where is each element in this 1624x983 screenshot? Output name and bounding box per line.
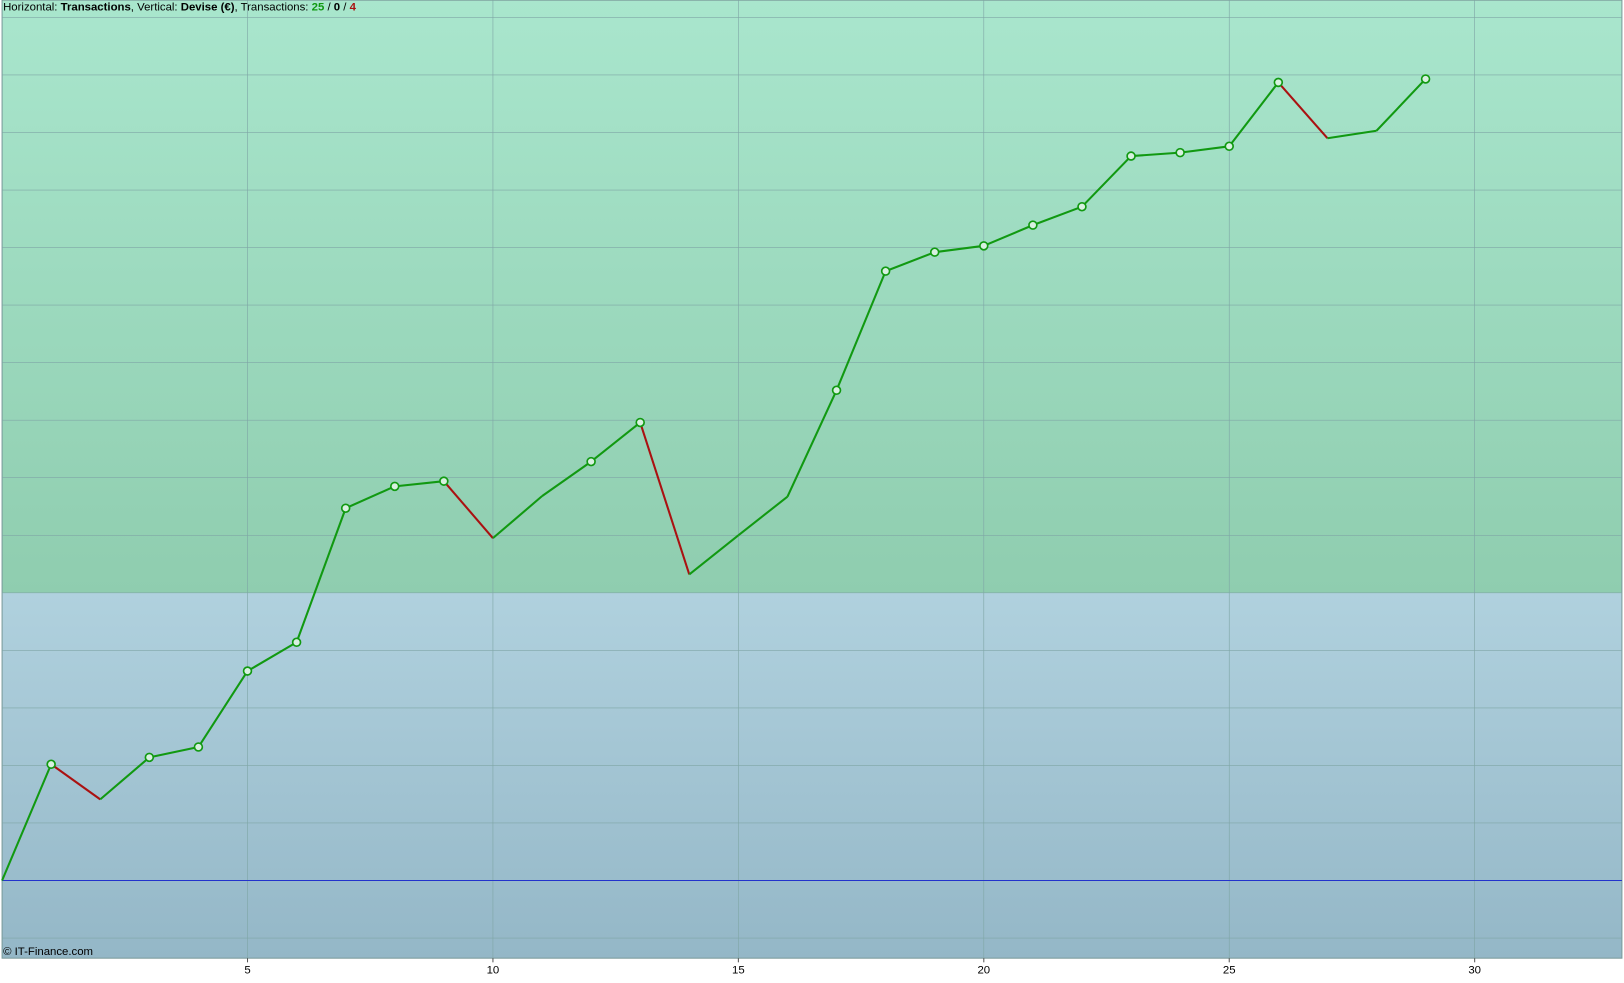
segment [50,763,101,801]
segment [1375,78,1427,132]
segment [786,389,838,498]
segment [492,495,543,539]
segment [737,495,789,537]
header-part: Devise (€) [181,1,235,13]
segment [99,756,151,801]
header-part: / [324,1,333,13]
zone-above [2,0,1622,593]
high-marker [1175,147,1185,158]
segment [1277,81,1329,139]
segment [1180,145,1230,154]
x-tick-label: 15 [732,965,745,977]
header-part: 0 [334,1,340,13]
high-marker [979,241,989,251]
header-part: Horizontal: [3,1,61,13]
header-part: 25 [312,1,325,13]
segment [541,460,592,497]
x-tick-label: 25 [1223,965,1236,977]
header-part: , Vertical: [131,1,181,13]
high-marker [1077,201,1087,212]
segment [1130,151,1181,158]
segment [394,480,444,488]
segment [149,745,199,759]
segment [1228,81,1280,147]
segment [639,422,691,575]
x-tick-label: 5 [244,965,250,977]
x-tick-label: 30 [1468,965,1481,977]
high-marker [439,476,449,486]
segment [246,641,298,672]
segment [1032,205,1083,227]
zone-below [2,592,1622,959]
high-marker [635,417,645,428]
segment [835,270,887,391]
plot-border [1,0,1623,959]
segment [688,534,740,576]
header-part: / [340,1,349,13]
header-part: 4 [350,1,357,13]
x-tick-label: 20 [977,965,990,977]
segment [1081,155,1132,208]
segment [983,224,1034,247]
segment [345,485,396,510]
high-marker [46,759,56,770]
segment [295,507,347,643]
header-part: , Transactions: [235,1,312,13]
header-part: Transactions [61,1,131,13]
segment [197,670,249,748]
segment [1,763,53,881]
footer: © IT-Finance.com [3,946,93,958]
high-marker [242,666,253,676]
high-marker [144,752,155,763]
high-marker [1420,74,1431,84]
chart-header: Horizontal: Transactions, Vertical: Devi… [3,1,357,13]
high-marker [291,637,302,648]
segment [934,244,984,254]
high-marker [586,456,596,467]
high-marker [929,247,940,257]
high-marker [880,266,891,276]
segment [443,480,494,539]
high-marker [193,742,204,752]
high-marker [1126,151,1136,161]
high-marker [389,481,400,492]
segment [590,421,641,463]
high-marker [1028,220,1038,230]
high-marker [1224,141,1235,152]
high-marker [1273,77,1284,88]
high-marker [340,503,351,513]
segment [885,251,936,273]
x-tick-label: 10 [487,965,500,977]
high-marker [831,385,842,396]
segment [1327,129,1377,140]
